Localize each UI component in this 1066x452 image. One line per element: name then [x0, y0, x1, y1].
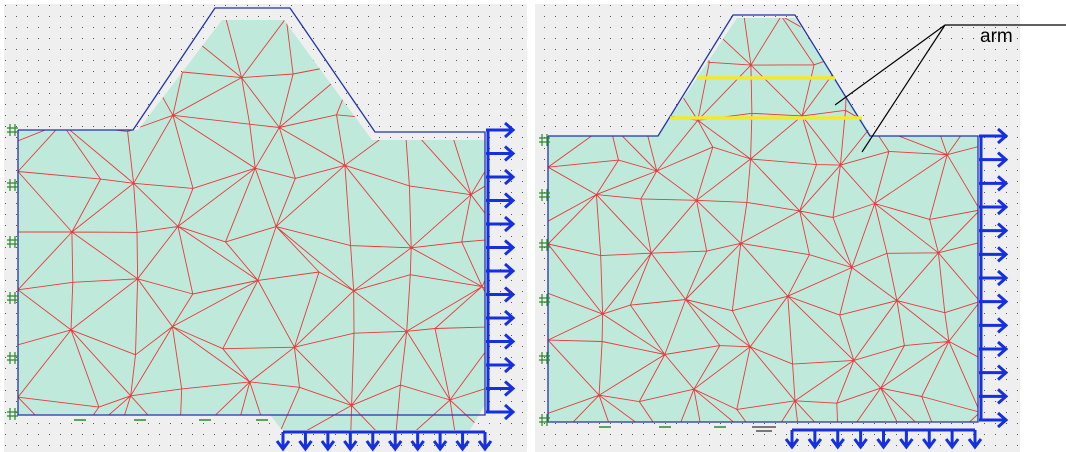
- load-arrow: [486, 168, 516, 186]
- load-arrow: [455, 432, 470, 452]
- load-arrow: [784, 430, 800, 450]
- leader-line: [861, 24, 946, 153]
- load-arrow: [486, 403, 516, 421]
- support: [539, 294, 550, 306]
- support: [539, 414, 550, 426]
- load-arrow: [967, 430, 983, 450]
- left-body: [18, 20, 485, 430]
- support: [7, 352, 18, 364]
- load-arrow: [979, 222, 1009, 239]
- right-mesh: [548, 18, 978, 422]
- load-arrow: [979, 388, 1009, 405]
- load-arrow: [486, 239, 516, 256]
- load-arrow: [486, 309, 516, 327]
- load-arrow: [486, 356, 516, 374]
- load-arrow: [432, 432, 448, 452]
- support: [7, 236, 18, 248]
- load-arrow: [486, 333, 516, 350]
- load-arrow: [979, 340, 1009, 358]
- load-arrow: [410, 432, 425, 452]
- load-arrow: [477, 432, 493, 452]
- load-arrow: [899, 430, 914, 450]
- load-arrow: [365, 432, 380, 452]
- load-arrow: [486, 286, 516, 303]
- load-arrow: [486, 145, 516, 162]
- load-arrow: [979, 246, 1009, 263]
- left-outline: [17, 7, 486, 416]
- right-body: [548, 18, 978, 422]
- load-arrow: [298, 432, 313, 452]
- load-arrow: [320, 432, 336, 452]
- load-arrow: [486, 380, 516, 397]
- mesh-edges: [548, 18, 978, 422]
- annotation-label: arm: [980, 26, 1013, 47]
- load-arrow: [486, 121, 516, 139]
- support: [7, 179, 18, 191]
- load-arrow: [979, 198, 1009, 216]
- load-arrow: [944, 430, 960, 450]
- load-arrow: [979, 175, 1009, 192]
- support: [539, 239, 550, 251]
- support: [539, 189, 550, 201]
- load-arrow: [388, 432, 403, 452]
- load-arrow: [979, 411, 1009, 429]
- load-arrow: [807, 430, 823, 450]
- boundary-conditions: [7, 121, 1009, 452]
- load-arrow: [979, 269, 1009, 287]
- load-arrow: [876, 430, 891, 450]
- load-arrow: [979, 364, 1009, 381]
- leader-line: [834, 24, 946, 106]
- load-arrow: [979, 317, 1009, 334]
- roller: [752, 426, 776, 432]
- support: [539, 134, 550, 146]
- load-arrow: [922, 430, 937, 450]
- load-arrow: [853, 430, 868, 450]
- load-arrow: [486, 192, 516, 209]
- load-arrow: [486, 215, 516, 233]
- load-arrow: [979, 151, 1009, 168]
- load-arrow: [979, 127, 1009, 145]
- right-outline: [547, 14, 979, 423]
- support: [7, 292, 18, 304]
- support: [7, 124, 18, 136]
- load-arrow: [486, 262, 516, 280]
- load-arrow: [830, 430, 845, 450]
- load-arrow: [979, 293, 1009, 310]
- support: [7, 408, 18, 420]
- load-arrow: [343, 432, 358, 452]
- support: [539, 352, 550, 364]
- load-arrow: [275, 432, 291, 452]
